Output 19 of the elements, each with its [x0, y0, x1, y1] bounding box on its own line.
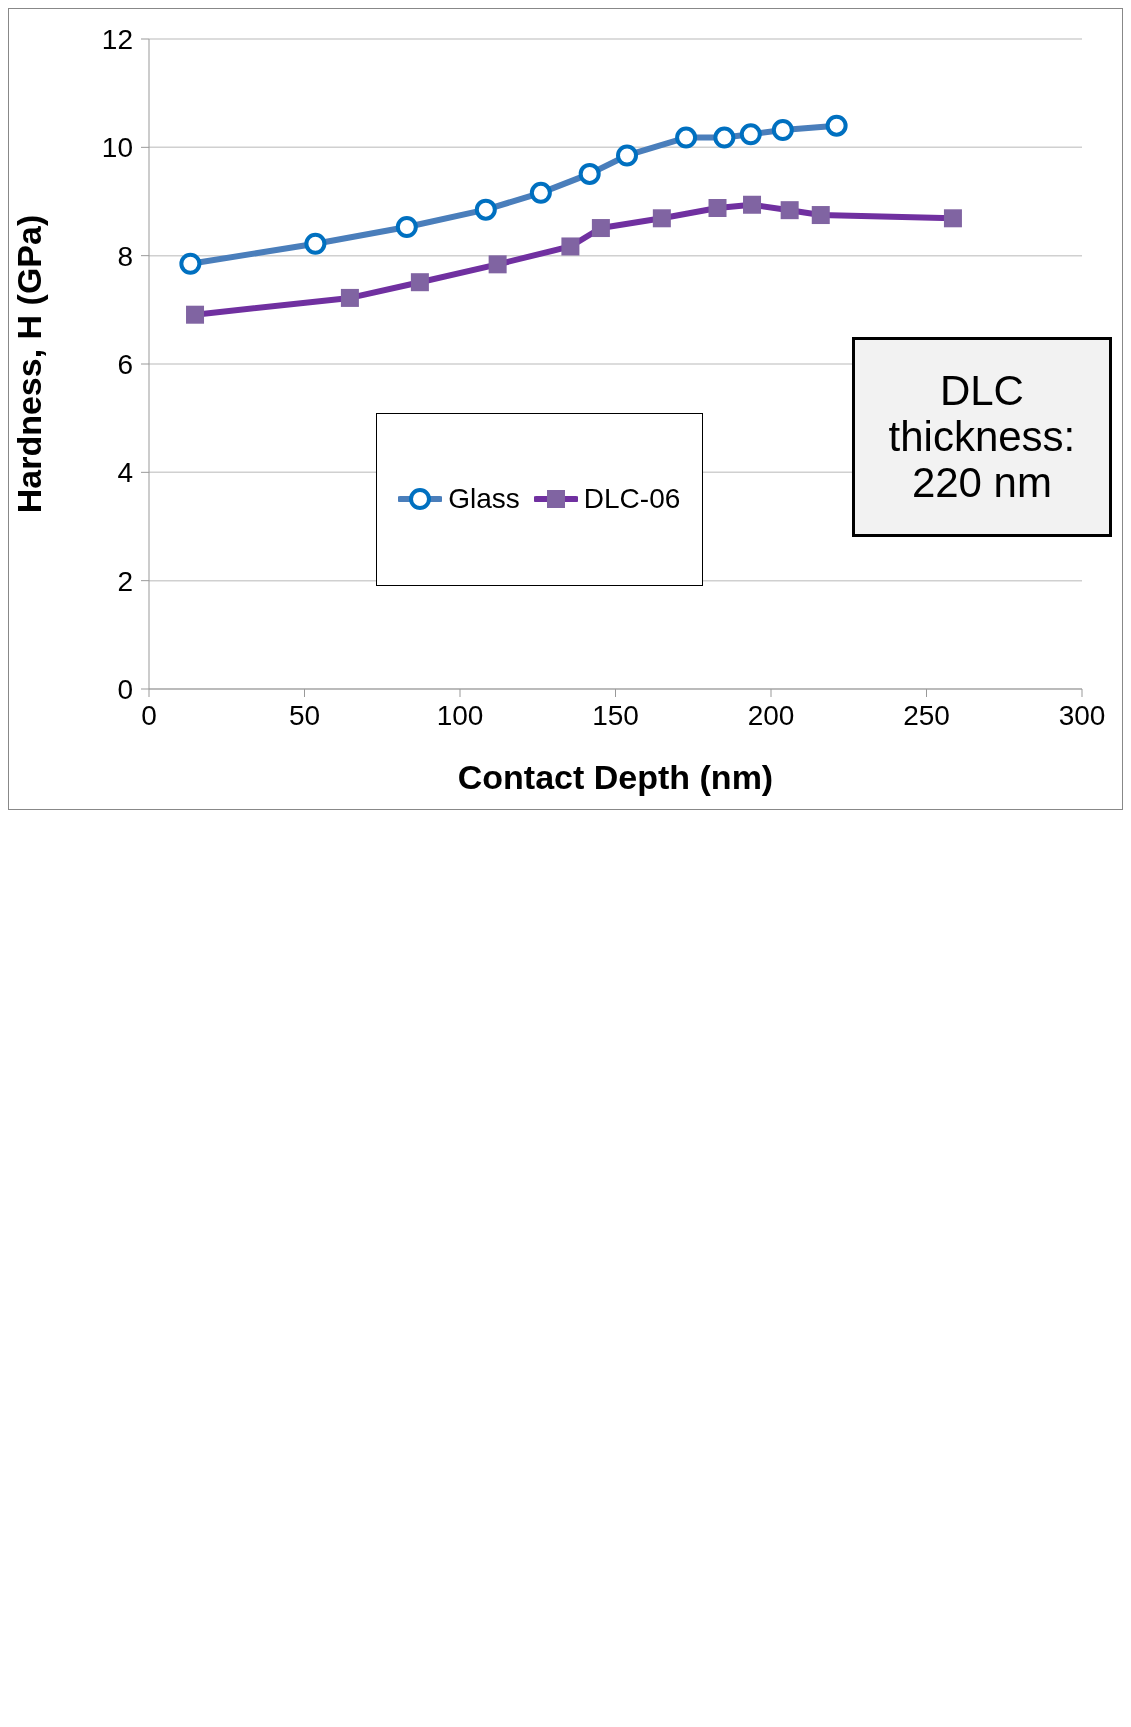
- y-axis-title: Hardness, H (GPa): [10, 214, 49, 514]
- y-tick-label: 2: [117, 565, 133, 597]
- x-tick-label: 100: [436, 699, 484, 731]
- y-tick-label: 8: [117, 240, 133, 272]
- x-axis-title: Contact Depth (nm): [457, 758, 774, 796]
- note-box: DLC thickness: 220 nm: [851, 336, 1112, 538]
- y-tick-label: 4: [117, 457, 133, 489]
- y-tick-label: 10: [101, 132, 133, 164]
- y-tick-label: 0: [117, 673, 133, 705]
- x-tick-label: 0: [141, 699, 157, 731]
- x-tick-label: 150: [592, 699, 639, 731]
- x-tick-label: 250: [903, 699, 950, 731]
- x-tick-label: 50: [288, 699, 321, 731]
- x-tick-label: 300: [1058, 699, 1106, 731]
- y-tick-label: 6: [117, 348, 133, 380]
- legend-label: DLC-06: [583, 483, 681, 516]
- y-tick-label: 12: [101, 23, 133, 55]
- x-tick-label: 200: [747, 699, 795, 731]
- legend-label: Glass: [448, 483, 520, 516]
